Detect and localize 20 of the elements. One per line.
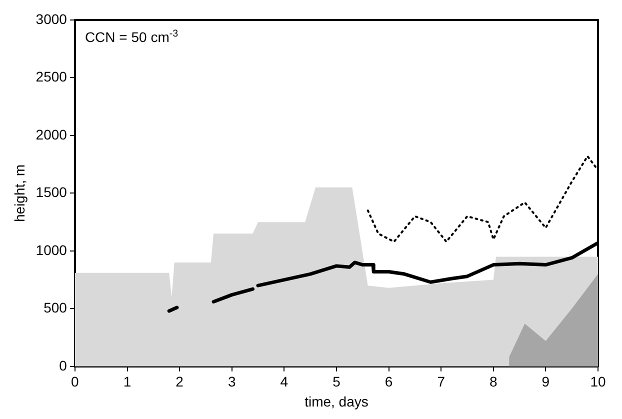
y-tick-label: 1000: [36, 242, 68, 258]
x-tick-label: 7: [437, 374, 446, 390]
x-tick-label: 8: [489, 374, 498, 390]
x-tick-label: 1: [123, 374, 132, 390]
x-tick-label: 6: [384, 374, 393, 390]
y-tick-label: 2000: [36, 126, 68, 142]
x-tick-label: 0: [71, 374, 80, 390]
x-tick-label: 2: [176, 374, 184, 390]
x-tick-label: 4: [280, 374, 288, 390]
x-tick-label: 5: [332, 374, 341, 390]
x-tick-label: 10: [590, 374, 606, 390]
y-tick-label: 500: [44, 300, 68, 316]
y-tick-label: 0: [59, 357, 68, 374]
y-tick-label: 2500: [36, 68, 68, 85]
y-tick-label: 1500: [36, 184, 68, 200]
x-tick-label: 3: [228, 374, 236, 390]
x-axis-title: time, days: [304, 393, 368, 410]
y-tick-label: 3000: [36, 10, 68, 27]
y-axis-title: height, m: [11, 164, 28, 222]
x-tick-label: 9: [542, 374, 550, 390]
